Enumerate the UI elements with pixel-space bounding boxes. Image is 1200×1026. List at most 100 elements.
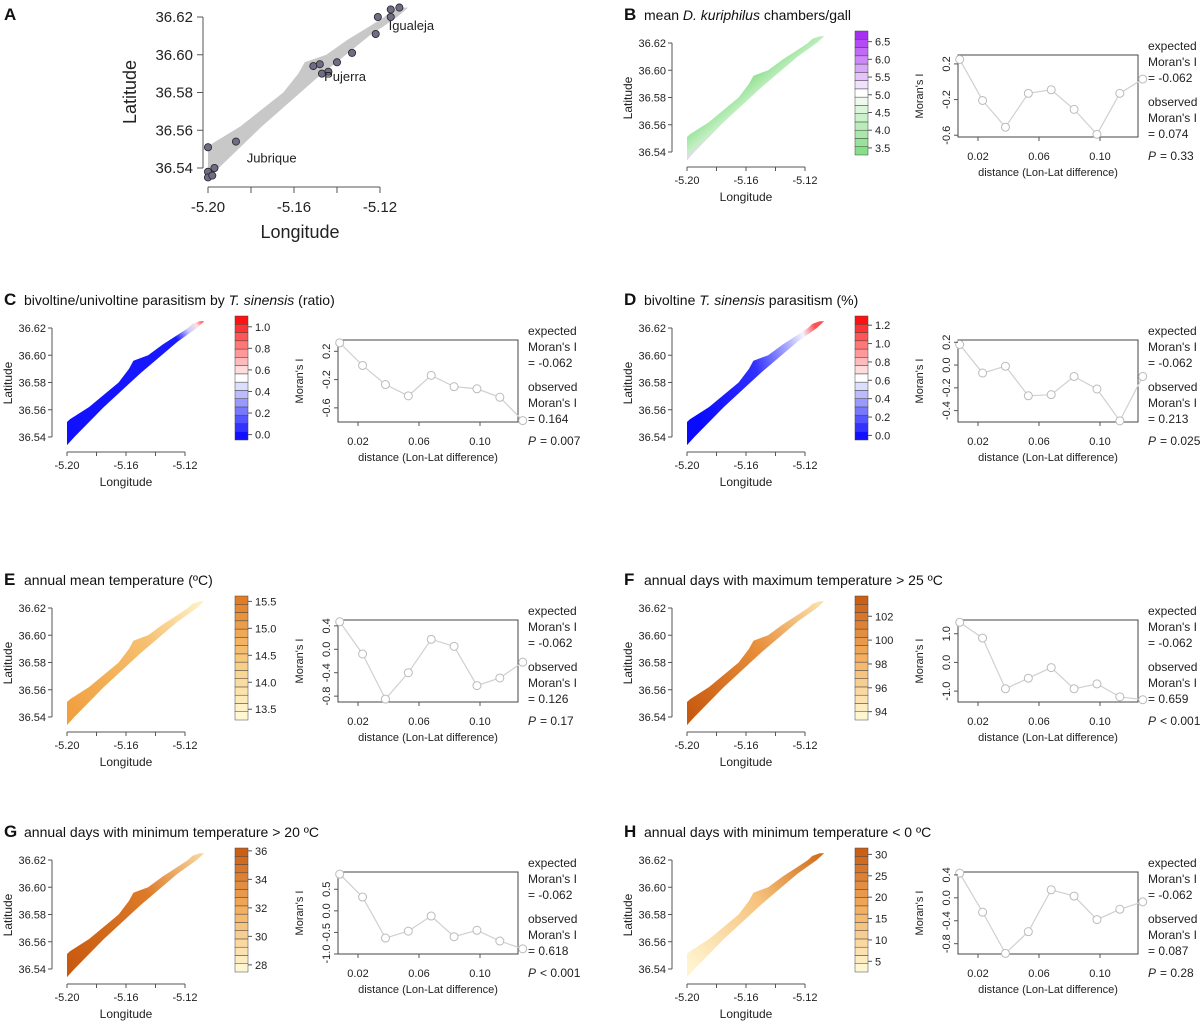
y-axis-label: Latitude [621,893,635,936]
colorbar-cell [854,678,869,688]
title-part: bivoltine/univoltine parasitism by [24,292,229,308]
colorbar-label: 30 [255,931,267,943]
correlogram-point [403,391,413,401]
y-tick-label: 36.60 [638,350,666,362]
colorbar-label: 96 [875,683,887,695]
panel-letter: E [4,570,15,589]
correlogram-point [335,617,345,627]
colorbar-label: 0.0 [875,430,890,442]
observed-label: observed [528,912,577,926]
p-symbol: P [1148,434,1156,448]
x-tick-label: -5.12 [792,175,817,187]
raster-map [67,853,205,978]
correlogram-line [339,621,524,701]
title-part: annual mean temperature (ºC) [24,572,213,588]
expected-value: = -0.062 [528,636,573,650]
p-value: P = 0.33 [1148,149,1194,163]
colorbar-cell [854,897,869,907]
x-tick-label: -5.12 [363,199,397,216]
p-symbol: P [528,714,536,728]
colorbar-cell [854,905,869,915]
colorbar-cell [854,340,869,350]
place-label: Igualeja [389,18,435,33]
correlogram-point [1023,391,1033,401]
y-tick-label: 36.62 [638,603,666,615]
colorbar-cell [854,390,869,399]
correlogram-point [449,932,459,942]
panel-letter: G [4,822,17,841]
observed-label: Moran's I [528,676,577,690]
observed-value: = 0.126 [528,692,569,706]
y-axis-label: Moran's I [914,891,926,936]
x-tick-label: 0.06 [408,436,429,448]
x-tick-label: 0.02 [967,151,988,163]
colorbar-cell [854,922,869,931]
correlogram-point [1092,129,1102,139]
y-tick-label: 0.0 [941,655,953,670]
colorbar-cell [234,612,249,622]
x-tick-label: 0.06 [1028,968,1049,980]
correlogram-point [449,641,459,651]
x-tick-label: -5.16 [113,740,138,752]
colorbar-cell [234,373,249,383]
y-tick-label: 36.62 [638,38,666,50]
correlogram-point [472,925,482,935]
x-axis-label: Longitude [720,190,773,204]
colorbar-label: 15 [875,914,887,926]
x-tick-label: 0.02 [347,968,368,980]
x-tick-label: 0.06 [1028,436,1049,448]
correlogram-point [1046,390,1056,400]
correlogram-point [1000,684,1010,694]
correlogram-point [495,392,505,402]
colorbar-cell [854,55,869,65]
colorbar-cell [234,620,249,630]
correlogram-point [1046,663,1056,673]
correlogram-point [1069,104,1079,114]
colorbar-label: 6.0 [875,54,890,66]
y-tick-label: 36.58 [155,85,193,102]
correlogram-point [1069,684,1079,694]
colorbar-cell [854,711,869,721]
y-tick-label: -0.6 [941,126,953,145]
colorbar-label: 32 [255,903,267,915]
expected-value: = -0.062 [1148,888,1193,902]
y-tick-label: -0.2 [941,378,953,397]
panel-letter: F [624,570,634,589]
correlogram-point [1023,673,1033,683]
colorbar-cell [234,686,249,696]
observed-value: = 0.659 [1148,692,1189,706]
p-value-text: = 0.33 [1160,149,1194,163]
y-tick-label: 0.0 [321,903,333,918]
correlogram-point [335,338,345,348]
y-tick-label: 36.62 [638,323,666,335]
p-value: P < 0.001 [528,966,581,980]
observed-label: Moran's I [528,396,577,410]
correlogram-point [1000,948,1010,958]
panel-title: annual mean temperature (ºC) [24,572,213,588]
colorbar-cell [854,373,869,383]
correlogram-point [1069,891,1079,901]
x-axis-label: Longitude [720,755,773,769]
y-tick-label: 36.56 [18,405,46,417]
y-tick-label: -0.4 [321,663,333,682]
colorbar-cell [234,963,249,973]
panel-letter: H [624,822,636,841]
colorbar-cell [854,628,869,638]
colorbar-cell [234,365,249,375]
correlogram-point [495,673,505,683]
observed-value: = 0.618 [528,944,569,958]
y-axis-label: Latitude [120,60,140,124]
x-tick-label: -5.20 [674,460,699,472]
colorbar-cell [234,930,249,940]
y-axis-label: Moran's I [294,891,306,936]
expected-label: expected [1148,856,1197,870]
correlogram-line [959,344,1144,423]
y-tick-label: 0.2 [941,56,953,71]
colorbar-cell [854,146,869,156]
colorbar-cell [234,390,249,399]
colorbar-cell [234,913,249,923]
x-tick-label: 0.06 [408,716,429,728]
colorbar-cell [854,864,869,874]
